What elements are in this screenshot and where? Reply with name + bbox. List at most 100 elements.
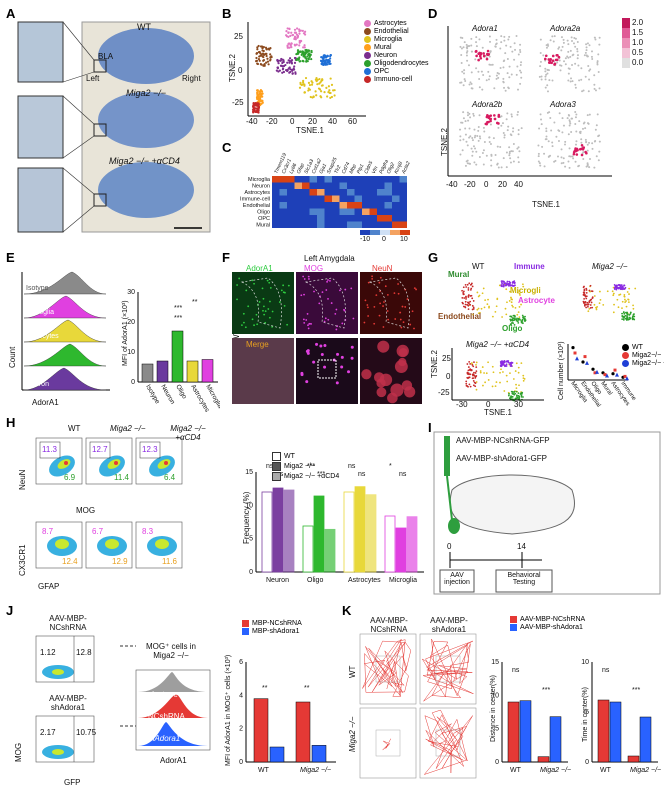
e-histogram bbox=[23, 343, 107, 367]
heatmap-cell bbox=[317, 176, 325, 183]
g-tsne-point bbox=[623, 284, 626, 287]
tsne-point bbox=[288, 57, 292, 60]
feature-point bbox=[567, 56, 570, 59]
feature-point-high bbox=[482, 52, 485, 55]
feature-point bbox=[480, 70, 483, 73]
feature-point bbox=[506, 129, 509, 132]
e-hist-ylabel: Count bbox=[8, 346, 17, 368]
g-tsne-point bbox=[466, 363, 469, 365]
tsne-point bbox=[315, 94, 318, 97]
feature-point bbox=[499, 145, 502, 148]
syringe-icon bbox=[444, 436, 450, 476]
g-tsne-point bbox=[472, 384, 475, 387]
g-tsne-point bbox=[472, 313, 474, 316]
k-bar bbox=[507, 701, 520, 763]
feature-point bbox=[500, 115, 503, 118]
h-gate-value: 8.7 bbox=[42, 527, 54, 536]
i-vector-1: AAV-MBP-NCshRNA-GFP bbox=[456, 436, 550, 445]
heatmap-cell bbox=[399, 176, 407, 183]
g-tsne-point bbox=[511, 304, 514, 307]
tsne-point bbox=[257, 109, 260, 112]
feature-point bbox=[584, 127, 587, 130]
f-signal bbox=[284, 291, 286, 294]
g-tsne-point bbox=[621, 287, 624, 290]
feature-point bbox=[588, 44, 591, 47]
h-flow-density-core bbox=[155, 539, 169, 549]
feature-point bbox=[588, 69, 591, 72]
k-col-0: AAV-MBP-NCshRNA bbox=[370, 616, 408, 634]
feature-point bbox=[459, 135, 462, 138]
tsne-point bbox=[316, 78, 319, 81]
f-signal bbox=[255, 313, 258, 316]
f-signal bbox=[283, 304, 286, 307]
feature-point bbox=[574, 83, 577, 86]
feature-point bbox=[488, 55, 491, 58]
c-colorbar-segment bbox=[370, 230, 380, 235]
g-tsne-point bbox=[617, 284, 620, 286]
feature-point bbox=[464, 120, 467, 123]
d-xlabel: TSNE.1 bbox=[532, 200, 561, 209]
f-signal bbox=[352, 317, 355, 320]
h-flow-density-core bbox=[55, 539, 69, 549]
g-ylabel: TSNE.2 bbox=[430, 349, 439, 378]
g-tsne-point bbox=[521, 318, 524, 321]
legend-item: Miga2−/− bbox=[622, 352, 664, 359]
tsne-point bbox=[258, 59, 261, 62]
g-tsne-point bbox=[468, 301, 470, 304]
feature-point bbox=[544, 75, 547, 78]
tsne-point bbox=[256, 46, 259, 49]
g-tsne-point bbox=[486, 303, 489, 306]
i-time-14: 14 bbox=[517, 542, 526, 551]
g-tsne-point bbox=[514, 306, 517, 309]
feature-point bbox=[559, 69, 562, 72]
feature-point bbox=[478, 77, 481, 80]
heatmap-cell bbox=[354, 221, 362, 228]
heatmap-cell bbox=[279, 176, 287, 183]
feature-point bbox=[483, 130, 486, 133]
f-cell-small bbox=[350, 356, 354, 360]
g-tsne-point bbox=[466, 283, 469, 286]
feature-point bbox=[481, 88, 484, 91]
f-signal bbox=[330, 302, 333, 304]
feature-point bbox=[585, 141, 588, 144]
g-tsne-point bbox=[599, 298, 602, 301]
heatmap-cell bbox=[399, 221, 407, 228]
g-tsne-point bbox=[482, 287, 485, 290]
feature-point bbox=[465, 54, 468, 57]
g-tsne-point bbox=[509, 283, 511, 286]
tsne-point bbox=[257, 58, 261, 61]
c-gene-label: Pdgfra bbox=[378, 159, 390, 175]
legend-swatch bbox=[242, 628, 249, 635]
g-tsne-point bbox=[628, 287, 631, 290]
b-xtick-1: -20 bbox=[266, 117, 278, 126]
j-hist-label-0: Isotype bbox=[152, 690, 178, 699]
b-xtick-3: 20 bbox=[308, 117, 317, 126]
feature-point bbox=[517, 146, 520, 149]
feature-point bbox=[567, 114, 570, 117]
f-channel-2: NeuN bbox=[372, 264, 393, 273]
h-bar bbox=[395, 527, 407, 573]
e-bar bbox=[201, 359, 214, 383]
legend-label: MBP-NCshRNA bbox=[252, 620, 302, 627]
g-tsne-point bbox=[628, 318, 631, 321]
feature-point bbox=[497, 166, 500, 169]
f-signal bbox=[367, 315, 370, 317]
feature-point bbox=[546, 84, 549, 87]
g-tsne-point bbox=[507, 394, 510, 397]
feature-point bbox=[537, 160, 540, 163]
legend-swatch bbox=[622, 344, 629, 351]
legend-label: Neuron bbox=[374, 52, 397, 59]
f-signal bbox=[327, 318, 330, 321]
feature-point bbox=[487, 78, 490, 81]
tsne-point bbox=[298, 32, 301, 35]
feature-point bbox=[555, 135, 558, 138]
g-tsne-point bbox=[469, 363, 472, 365]
h-sig: ns bbox=[348, 463, 356, 470]
feature-point bbox=[571, 63, 574, 66]
d-scale-4: 0.0 bbox=[632, 58, 644, 67]
feature-point bbox=[514, 48, 517, 51]
panel-b-svg bbox=[247, 22, 366, 117]
g-tsne-point bbox=[584, 303, 587, 306]
feature-point bbox=[507, 86, 510, 89]
